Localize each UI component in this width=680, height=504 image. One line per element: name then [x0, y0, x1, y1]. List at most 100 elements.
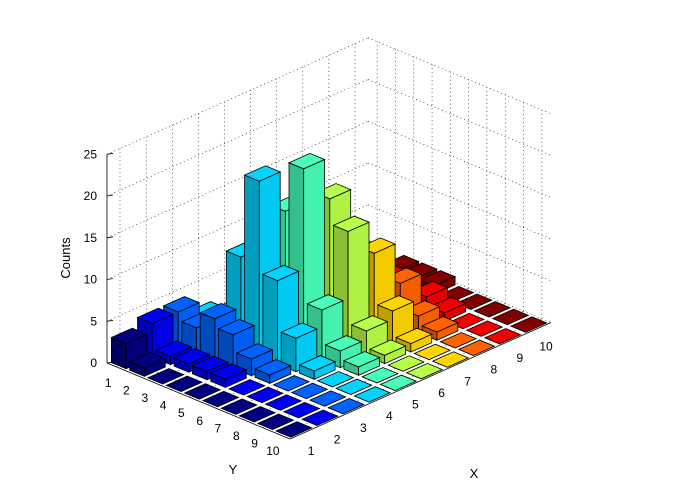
z-tick-mark: [106, 278, 114, 280]
bar-top: [290, 382, 329, 400]
y-axis-label: Y: [229, 462, 238, 477]
bar: [128, 352, 167, 377]
bar-top: [209, 363, 248, 380]
bar: [491, 308, 530, 326]
x-tick-label: 1: [308, 444, 315, 458]
bar: [254, 359, 292, 385]
bar: [201, 390, 240, 408]
bar-top: [298, 355, 337, 372]
z-tick-label: 10: [84, 273, 98, 287]
bar: [227, 379, 266, 396]
bar: [361, 367, 399, 384]
y-tick-label: 1: [105, 376, 112, 390]
bar: [290, 382, 329, 400]
bar: [316, 371, 355, 388]
bar: [342, 351, 381, 376]
bar: [439, 332, 478, 349]
bar-top: [350, 315, 389, 332]
x-tick-label: 8: [490, 363, 497, 377]
bar-top: [387, 355, 425, 372]
y-tick-label: 3: [141, 391, 148, 405]
y-tick-label: 2: [123, 383, 130, 397]
bar-top: [272, 375, 311, 392]
bar-top: [165, 375, 203, 392]
bar: [327, 397, 365, 415]
bar-top: [256, 413, 295, 430]
bar: [209, 363, 248, 389]
bar: [353, 386, 392, 403]
bar-top: [136, 307, 175, 325]
x-tick-label: 2: [334, 433, 341, 447]
bar-top: [395, 327, 433, 345]
bar: [509, 316, 548, 333]
bar-top: [217, 318, 256, 336]
z-tick-mark: [106, 361, 114, 364]
x-tick-label: 9: [517, 351, 524, 365]
z-tick-mark: [106, 236, 114, 239]
bars: [110, 152, 548, 438]
bar: [473, 301, 512, 318]
bar-top: [254, 359, 292, 376]
bar-top: [287, 152, 326, 170]
y-tick-label: 10: [266, 444, 280, 458]
bar-top: [361, 367, 399, 384]
bar-top: [183, 383, 222, 400]
bar-top: [110, 327, 149, 345]
bar-top: [376, 295, 415, 312]
bar-top: [128, 352, 167, 369]
bar-top: [509, 316, 548, 333]
bar-top: [191, 355, 230, 372]
y-tick-label: 8: [233, 429, 240, 443]
bar-top: [439, 332, 478, 349]
bar-top: [227, 379, 266, 396]
bar-top: [238, 406, 277, 423]
bar-top: [335, 378, 373, 395]
bar-top: [431, 351, 470, 368]
bar-top: [201, 390, 240, 408]
z-tick-mark: [106, 319, 114, 322]
z-tick-mark: [106, 152, 114, 155]
bar-top: [316, 371, 355, 388]
bar: [387, 355, 425, 372]
x-tick-label: 7: [464, 374, 471, 388]
bar: [405, 362, 444, 380]
bar-top: [473, 301, 512, 318]
bar: [246, 386, 284, 404]
z-tick-label: 15: [84, 231, 98, 245]
bar: [335, 378, 373, 395]
bar: [275, 421, 313, 438]
x-tick-label: 4: [386, 409, 393, 423]
bar-top: [261, 264, 300, 282]
bar: [483, 328, 522, 345]
z-axis-label: Counts: [58, 237, 73, 279]
bar-top: [275, 421, 313, 438]
bar-top: [327, 397, 365, 415]
bar-top: [154, 340, 193, 357]
bar: [308, 390, 347, 407]
bar-top: [483, 328, 522, 345]
bar-top: [306, 294, 344, 311]
z-tick-label: 0: [90, 356, 97, 370]
bar-top: [280, 322, 318, 339]
bar-top: [368, 339, 407, 356]
bar-top: [457, 339, 496, 356]
bar-top: [353, 386, 392, 403]
y-tick-label: 9: [251, 437, 258, 451]
bar: [220, 398, 258, 415]
bar-top: [301, 409, 339, 426]
bar-top: [220, 398, 258, 415]
bar-top: [282, 401, 321, 419]
bar: [282, 401, 321, 419]
bar-top: [413, 343, 452, 361]
bar-top: [421, 316, 459, 333]
bar-top: [162, 296, 201, 313]
bar-top: [235, 343, 274, 360]
x-axis-line: [289, 322, 552, 440]
bar-top: [405, 362, 444, 380]
y-tick-label: 6: [196, 414, 203, 428]
bar-top: [465, 320, 504, 337]
bar-top: [146, 368, 185, 385]
x-axis-label: X: [470, 466, 479, 481]
